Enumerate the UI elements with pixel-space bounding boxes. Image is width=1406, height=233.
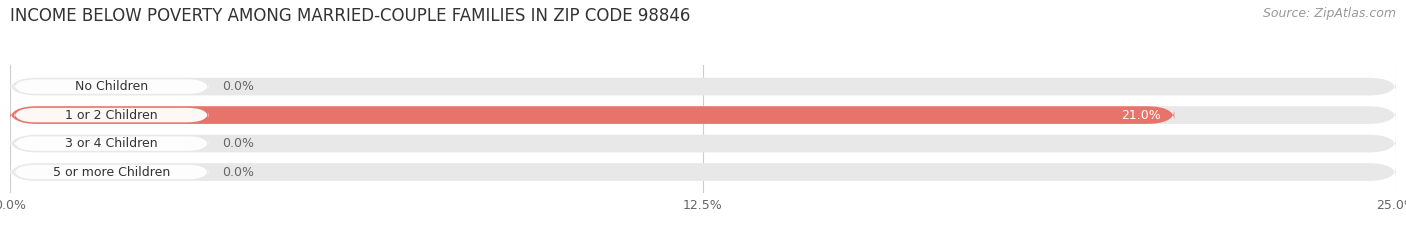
Text: 0.0%: 0.0% bbox=[222, 137, 254, 150]
FancyBboxPatch shape bbox=[10, 78, 1396, 96]
FancyBboxPatch shape bbox=[14, 165, 208, 179]
FancyBboxPatch shape bbox=[14, 79, 208, 94]
FancyBboxPatch shape bbox=[10, 135, 1396, 152]
FancyBboxPatch shape bbox=[10, 106, 1174, 124]
Text: 0.0%: 0.0% bbox=[222, 165, 254, 178]
FancyBboxPatch shape bbox=[14, 108, 208, 122]
Text: INCOME BELOW POVERTY AMONG MARRIED-COUPLE FAMILIES IN ZIP CODE 98846: INCOME BELOW POVERTY AMONG MARRIED-COUPL… bbox=[10, 7, 690, 25]
FancyBboxPatch shape bbox=[10, 106, 1396, 124]
Text: 1 or 2 Children: 1 or 2 Children bbox=[65, 109, 157, 122]
Text: 3 or 4 Children: 3 or 4 Children bbox=[65, 137, 157, 150]
Text: Source: ZipAtlas.com: Source: ZipAtlas.com bbox=[1263, 7, 1396, 20]
FancyBboxPatch shape bbox=[10, 163, 1396, 181]
Text: 5 or more Children: 5 or more Children bbox=[52, 165, 170, 178]
Text: 21.0%: 21.0% bbox=[1121, 109, 1160, 122]
FancyBboxPatch shape bbox=[14, 136, 208, 151]
Text: 0.0%: 0.0% bbox=[222, 80, 254, 93]
Text: No Children: No Children bbox=[75, 80, 148, 93]
